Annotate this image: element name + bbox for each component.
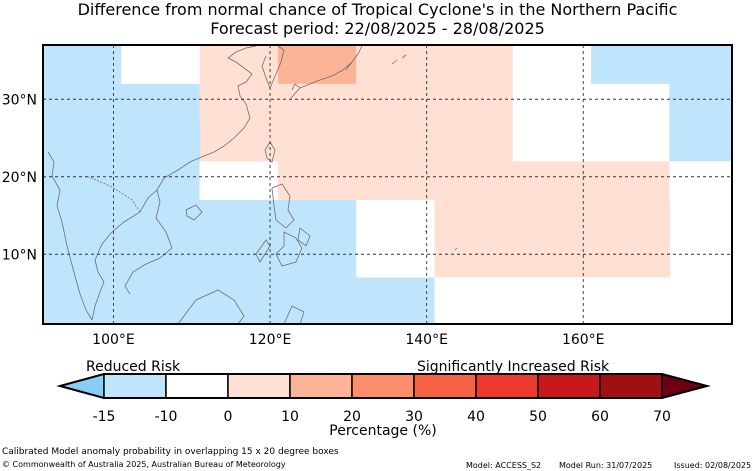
- border-line: [85, 175, 141, 213]
- colorbar-tick-label: 60: [591, 409, 609, 425]
- colorbar-tick-label: 50: [529, 409, 547, 425]
- coastlines: [47, 45, 458, 324]
- colorbar-tick-label: -15: [93, 409, 116, 425]
- anomaly-cell: [121, 45, 201, 85]
- legend-increased-risk-label: Significantly Increased Risk: [417, 359, 610, 375]
- anomaly-cell: [591, 83, 670, 162]
- colorbar-segment: [537, 373, 601, 399]
- anomaly-cell: [199, 122, 279, 162]
- anomaly-cell: [356, 277, 436, 324]
- footer-caption: Calibrated Model anomaly probability in …: [2, 447, 339, 457]
- colorbar-segment: [289, 373, 353, 399]
- colorbar-axis-label: Percentage (%): [329, 423, 436, 439]
- lon-tick-label: 120°E: [249, 332, 292, 348]
- anomaly-cell: [277, 122, 436, 162]
- philippines-coastline: [255, 183, 311, 267]
- anomaly-cell: [43, 45, 122, 124]
- anomaly-cell: [43, 122, 201, 201]
- colorbar-segment: [165, 373, 229, 399]
- legend-reduced-risk-label: Reduced Risk: [86, 359, 181, 375]
- lon-tick-label: 160°E: [562, 332, 605, 348]
- colorbar-tick-label: 10: [281, 409, 299, 425]
- anomaly-cell: [591, 45, 670, 85]
- chart-subtitle: Forecast period: 22/08/2025 - 28/08/2025: [210, 19, 545, 38]
- colorbar-segment: [227, 373, 291, 399]
- lat-tick-label: 30°N: [2, 92, 37, 108]
- anomaly-cell: [43, 200, 357, 324]
- lon-tick-label: 140°E: [405, 332, 448, 348]
- anomaly-cell: [434, 200, 670, 279]
- colorbar-extend-low: [57, 373, 105, 399]
- lon-tick-label: 100°E: [92, 332, 135, 348]
- borneo-coastline: [177, 289, 305, 324]
- colorbar-tick-label: 70: [653, 409, 671, 425]
- colorbar-segment: [103, 373, 167, 399]
- colorbar-tick-label: 20: [343, 409, 361, 425]
- anomaly-cell: [277, 45, 357, 85]
- map-gridlines: [43, 45, 732, 324]
- colorbar-extend-high: [661, 373, 710, 399]
- hainan-coastline: [185, 204, 203, 221]
- colorbar-segment: [599, 373, 663, 399]
- anomaly-cell: [356, 200, 436, 279]
- anomaly-cell: [434, 45, 514, 162]
- korea-coastline: [261, 45, 285, 89]
- taiwan-coastline: [264, 141, 276, 163]
- anomaly-cell: [277, 161, 670, 201]
- anomaly-cell: [669, 45, 732, 162]
- anomaly-cell: [356, 45, 436, 85]
- colorbar-frame: [56, 373, 711, 399]
- chart-title: Difference from normal chance of Tropica…: [77, 0, 678, 19]
- lat-tick-label: 20°N: [2, 170, 37, 186]
- colorbar-tick-label: -10: [155, 409, 178, 425]
- footer-copyright: © Commonwealth of Australia 2025, Austra…: [2, 460, 286, 469]
- map-frame: [42, 44, 733, 325]
- colorbar-tick-label: 30: [405, 409, 423, 425]
- colorbar-segment: [351, 373, 415, 399]
- colorbar-tick-label: 40: [467, 409, 485, 425]
- map-axis-ticks: 100°E 120°E 140°E 160°E 10°N 20°N 30°N: [2, 92, 605, 348]
- footer-issued: Issued: 02/08/2025: [674, 461, 752, 470]
- anomaly-cell: [277, 83, 436, 124]
- colorbar-tick-label: 0: [224, 409, 233, 425]
- colorbar-legend: -15 -10 0 10 20 30 40 50 60 70 Reduced Risk Signifi…: [56, 359, 711, 439]
- pacific-islands: [391, 54, 458, 251]
- anomaly-cell: [512, 45, 592, 162]
- anomaly-cell: [199, 161, 279, 201]
- japan-coastline: [290, 45, 363, 99]
- lat-tick-label: 10°N: [2, 247, 37, 263]
- anomaly-cell: [669, 161, 732, 279]
- footer-model: Model: ACCESS_S2: [466, 461, 542, 470]
- mainland-coastline: [47, 45, 257, 321]
- colorbar-segment: [475, 373, 539, 399]
- footer-model-run: Model Run: 31/07/2025: [559, 461, 653, 470]
- anomaly-cells: [43, 45, 732, 324]
- colorbar-segment: [413, 373, 477, 399]
- anomaly-cell: [121, 83, 201, 124]
